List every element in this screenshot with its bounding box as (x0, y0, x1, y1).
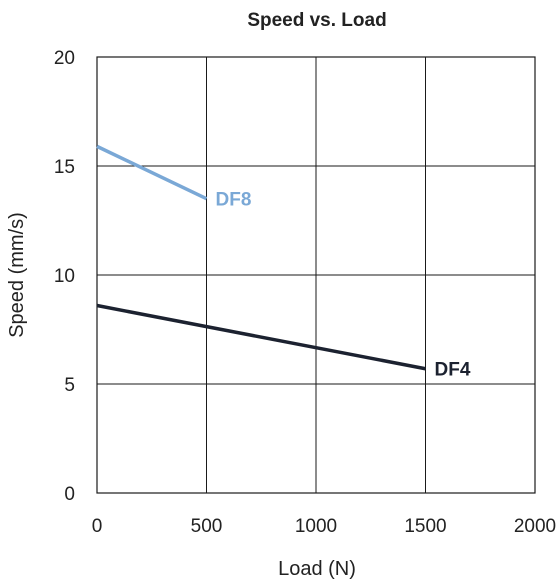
x-tick-label: 0 (92, 516, 103, 537)
series-label-df4: DF4 (435, 360, 471, 381)
chart-title: Speed vs. Load (247, 10, 386, 31)
x-tick-label: 1500 (404, 516, 446, 537)
y-axis-label: Speed (mm/s) (6, 212, 28, 338)
series-label-df8: DF8 (216, 190, 252, 211)
plot-area: 0 5 10 15 20 0 500 1000 1500 2000 DF8 DF4 (54, 48, 556, 537)
y-tick-label: 5 (64, 375, 75, 396)
series-line-df4 (96, 303, 426, 371)
x-tick-label: 500 (191, 516, 223, 537)
y-tick-label: 0 (64, 484, 75, 505)
y-tick-label: 15 (54, 157, 75, 178)
x-axis-label: Load (N) (278, 558, 356, 580)
y-tick-label: 10 (54, 266, 75, 287)
series-line-df8 (96, 144, 208, 201)
y-tick-label: 20 (54, 48, 75, 69)
x-tick-label: 1000 (295, 516, 337, 537)
x-tick-label: 2000 (514, 516, 556, 537)
plot-frame (96, 56, 536, 494)
